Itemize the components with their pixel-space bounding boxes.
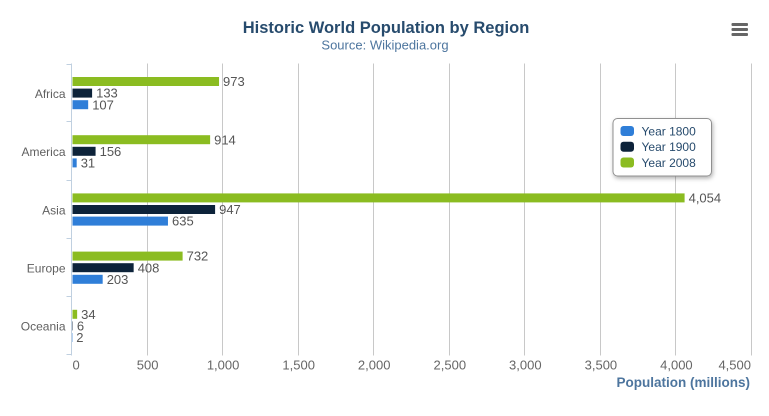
- svg-text:408: 408: [138, 260, 160, 275]
- svg-text:Asia: Asia: [42, 203, 66, 217]
- svg-text:Source: Wikipedia.org: Source: Wikipedia.org: [321, 38, 448, 53]
- svg-text:947: 947: [219, 202, 241, 217]
- svg-text:4,000: 4,000: [660, 358, 693, 373]
- svg-text:Africa: Africa: [35, 87, 66, 101]
- svg-text:1,000: 1,000: [207, 358, 240, 373]
- svg-text:3,500: 3,500: [585, 358, 618, 373]
- svg-text:3,000: 3,000: [509, 358, 542, 373]
- svg-text:Year 1900: Year 1900: [642, 140, 697, 154]
- svg-text:Historic World Population by R: Historic World Population by Region: [243, 19, 530, 37]
- svg-text:973: 973: [223, 74, 245, 89]
- svg-text:Europe: Europe: [27, 262, 66, 276]
- svg-text:Population (millions): Population (millions): [617, 375, 751, 390]
- svg-text:203: 203: [107, 272, 129, 287]
- svg-text:500: 500: [137, 358, 159, 373]
- svg-text:4,054: 4,054: [689, 191, 722, 206]
- svg-text:107: 107: [92, 97, 114, 112]
- svg-text:914: 914: [214, 132, 236, 147]
- svg-text:31: 31: [81, 156, 95, 171]
- svg-text:4,500: 4,500: [718, 358, 751, 373]
- svg-text:6: 6: [77, 319, 84, 334]
- svg-text:2,500: 2,500: [434, 358, 467, 373]
- svg-text:1,500: 1,500: [282, 358, 315, 373]
- svg-text:133: 133: [96, 86, 118, 101]
- svg-text:34: 34: [81, 307, 95, 322]
- svg-text:Year 1800: Year 1800: [642, 124, 697, 138]
- svg-text:2: 2: [76, 330, 83, 345]
- svg-text:Oceania: Oceania: [21, 320, 66, 334]
- svg-text:0: 0: [73, 358, 80, 373]
- svg-text:635: 635: [172, 214, 194, 229]
- svg-text:America: America: [21, 145, 65, 159]
- svg-text:2,000: 2,000: [358, 358, 391, 373]
- svg-text:Year 2008: Year 2008: [642, 156, 697, 170]
- svg-text:156: 156: [100, 144, 122, 159]
- svg-text:732: 732: [187, 249, 209, 264]
